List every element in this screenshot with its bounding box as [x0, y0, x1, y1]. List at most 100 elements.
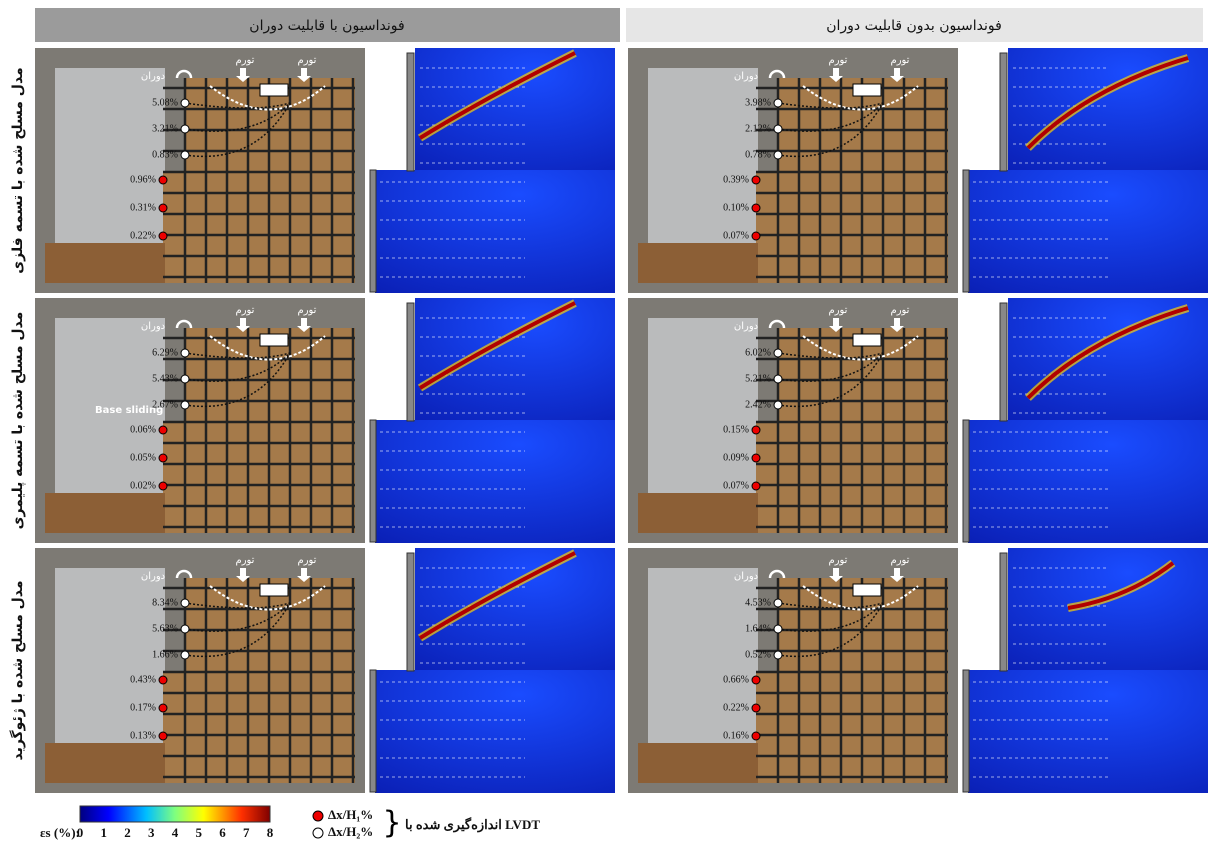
- wall: [963, 420, 969, 542]
- colorbar-tick: 6: [219, 825, 226, 840]
- lvdt-value: 0.16%: [723, 730, 749, 741]
- soil: [163, 173, 185, 283]
- strain-upper: [1008, 548, 1208, 673]
- strain-lower: [375, 170, 615, 293]
- lvdt-red: [752, 426, 760, 434]
- lvdt-value: 0.10%: [723, 202, 749, 213]
- soil: [163, 673, 185, 783]
- lvdt-red: [159, 204, 167, 212]
- soil: [638, 243, 758, 283]
- rotation-label: دوران: [734, 71, 758, 82]
- lvdt-red: [752, 676, 760, 684]
- lvdt-value: 0.17%: [130, 702, 156, 713]
- lvdt-value: 3.98%: [745, 97, 771, 108]
- swelling-label: تورم: [829, 55, 848, 66]
- swelling-label: تورم: [891, 55, 910, 66]
- soil: [45, 493, 165, 533]
- lvdt-value: 0.78%: [745, 149, 771, 160]
- lvdt-red: [752, 482, 760, 490]
- lvdt-red: [159, 704, 167, 712]
- lvdt-white: [774, 125, 782, 133]
- lvdt-value: 4.53%: [745, 597, 771, 608]
- lvdt-white: [181, 151, 189, 159]
- legend-text: Δx/H₁%: [328, 807, 373, 822]
- lvdt-value: 0.15%: [723, 424, 749, 435]
- lvdt-white: [774, 401, 782, 409]
- panel: دورانتورمتورم8.34%5.63%1.66%0.43%0.17%0.…: [35, 548, 615, 793]
- soil: [163, 423, 185, 533]
- lvdt-white: [181, 401, 189, 409]
- lvdt-value: 1.66%: [152, 649, 178, 660]
- lvdt-value: 5.43%: [152, 373, 178, 384]
- wall: [370, 170, 376, 292]
- lvdt-value: 0.66%: [723, 674, 749, 685]
- swelling-label: تورم: [829, 305, 848, 316]
- lvdt-red: [752, 232, 760, 240]
- row-label: مدل مسلح شده با تسمه فلزی: [10, 67, 26, 273]
- soil: [638, 743, 758, 783]
- swelling-label: تورم: [236, 305, 255, 316]
- wall: [370, 420, 376, 542]
- legend-text: Δx/H₂%: [328, 824, 373, 839]
- soil: [756, 423, 778, 533]
- legend-red: [313, 811, 323, 821]
- colorbar-tick: 2: [124, 825, 131, 840]
- wall: [370, 670, 376, 792]
- colorbar: [80, 806, 270, 822]
- lvdt-value: 0.09%: [723, 452, 749, 463]
- strain-upper: [1008, 48, 1208, 173]
- lvdt-value: 0.07%: [723, 480, 749, 491]
- strain-lower: [375, 670, 615, 793]
- colorbar-tick: 1: [101, 825, 108, 840]
- lvdt-value: 6.02%: [745, 347, 771, 358]
- lvdt-red: [159, 676, 167, 684]
- lvdt-value: 0.22%: [723, 702, 749, 713]
- soil: [638, 493, 758, 533]
- lvdt-value: 8.34%: [152, 597, 178, 608]
- rotation-label: دوران: [734, 571, 758, 582]
- lvdt-value: 0.07%: [723, 230, 749, 241]
- swelling-label: تورم: [236, 555, 255, 566]
- swelling-label: تورم: [829, 555, 848, 566]
- lvdt-white: [181, 651, 189, 659]
- lvdt-white: [181, 99, 189, 107]
- brace: }: [382, 806, 401, 841]
- lvdt-white: [774, 99, 782, 107]
- lvdt-red: [159, 482, 167, 490]
- strain-lower: [968, 170, 1208, 293]
- legend-white: [313, 828, 323, 838]
- lvdt-red: [752, 732, 760, 740]
- lvdt-red: [159, 232, 167, 240]
- lvdt-white: [181, 125, 189, 133]
- colorbar-tick: 7: [243, 825, 250, 840]
- wall: [407, 303, 414, 421]
- lvdt-white: [181, 375, 189, 383]
- lvdt-red: [159, 426, 167, 434]
- column-header: فونداسیون با قابلیت دوران: [249, 18, 404, 34]
- lvdt-red: [752, 704, 760, 712]
- lvdt-value: 0.52%: [745, 649, 771, 660]
- lvdt-white: [774, 651, 782, 659]
- footing: [260, 84, 288, 96]
- lvdt-white: [181, 599, 189, 607]
- colorbar-tick: 4: [172, 825, 179, 840]
- lvdt-white: [774, 349, 782, 357]
- lvdt-value: 0.22%: [130, 230, 156, 241]
- lvdt-value: 0.43%: [130, 674, 156, 685]
- strain-upper: [415, 548, 615, 673]
- lvdt-red: [752, 204, 760, 212]
- lvdt-value: 0.05%: [130, 452, 156, 463]
- lvdt-value: 2.67%: [152, 399, 178, 410]
- column-header: فونداسیون بدون قابلیت دوران: [826, 18, 1002, 34]
- soil: [756, 673, 778, 783]
- soil: [756, 173, 778, 283]
- lvdt-value: 0.31%: [130, 202, 156, 213]
- lvdt-value: 0.06%: [130, 424, 156, 435]
- wall: [1000, 53, 1007, 171]
- lvdt-value: 3.21%: [152, 123, 178, 134]
- soil: [45, 243, 165, 283]
- swelling-label: تورم: [236, 55, 255, 66]
- lvdt-white: [181, 349, 189, 357]
- colorbar-tick: 5: [196, 825, 203, 840]
